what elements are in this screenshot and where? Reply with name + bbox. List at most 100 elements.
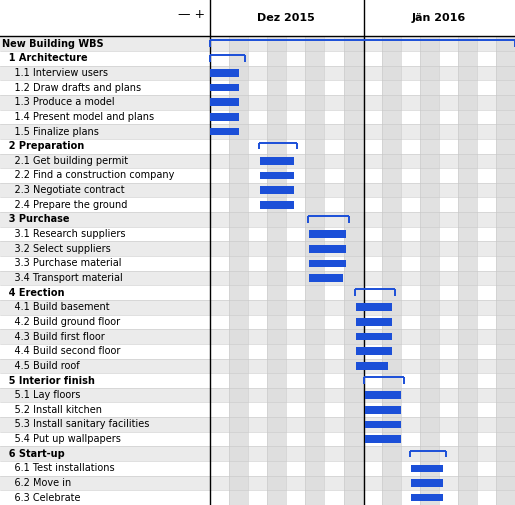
Bar — [365, 421, 401, 428]
Bar — [496, 36, 515, 505]
Text: 3.3 Purchase material: 3.3 Purchase material — [2, 259, 122, 268]
Bar — [0, 197, 515, 212]
Bar — [365, 435, 401, 443]
Bar — [365, 391, 401, 399]
Bar — [210, 98, 239, 106]
Bar — [411, 479, 443, 487]
Text: 5.4 Put up wallpapers: 5.4 Put up wallpapers — [2, 434, 121, 444]
Bar — [365, 406, 401, 414]
Text: 2.3 Negotiate contract: 2.3 Negotiate contract — [2, 185, 125, 195]
Bar — [0, 285, 515, 300]
Bar — [0, 241, 515, 256]
Text: Jän 2016: Jän 2016 — [411, 13, 466, 23]
Bar — [0, 388, 515, 402]
Text: 2.4 Prepare the ground: 2.4 Prepare the ground — [2, 200, 127, 210]
Text: 5 Interior finish: 5 Interior finish — [2, 376, 95, 385]
Bar — [0, 271, 515, 285]
Bar — [411, 494, 443, 501]
Text: 1.1 Interview users: 1.1 Interview users — [2, 68, 108, 78]
Bar — [0, 315, 515, 329]
Text: 3 Purchase: 3 Purchase — [2, 215, 70, 224]
Bar — [0, 139, 515, 154]
Bar — [0, 373, 515, 388]
Bar — [0, 51, 515, 66]
Bar — [0, 402, 515, 417]
Text: 4 Erection: 4 Erection — [2, 288, 64, 297]
Text: 1.5 Finalize plans: 1.5 Finalize plans — [2, 127, 99, 136]
Bar — [267, 36, 286, 505]
Bar — [0, 344, 515, 359]
Text: 6.1 Test installations: 6.1 Test installations — [2, 464, 115, 473]
Bar — [260, 201, 294, 209]
Bar — [0, 329, 515, 344]
Text: 2 Preparation: 2 Preparation — [2, 141, 84, 151]
Bar — [309, 260, 346, 267]
Bar — [458, 36, 477, 505]
Text: — +: — + — [178, 8, 205, 21]
Bar — [210, 128, 239, 135]
Text: 1 Architecture: 1 Architecture — [2, 54, 88, 63]
Bar — [210, 113, 239, 121]
Bar — [309, 230, 346, 238]
Text: 2.2 Find a construction company: 2.2 Find a construction company — [2, 171, 175, 180]
Text: 5.2 Install kitchen: 5.2 Install kitchen — [2, 405, 102, 415]
Bar — [0, 110, 515, 124]
Bar — [210, 84, 239, 91]
Bar — [0, 183, 515, 197]
Bar — [0, 36, 515, 51]
Bar — [0, 66, 515, 80]
Bar — [356, 362, 388, 370]
Bar — [411, 465, 443, 472]
Bar — [260, 172, 294, 179]
Bar — [0, 154, 515, 168]
Text: 2.1 Get building permit: 2.1 Get building permit — [2, 156, 128, 166]
Text: New Building WBS: New Building WBS — [2, 39, 104, 48]
Bar — [0, 168, 515, 183]
Text: 4.2 Build ground floor: 4.2 Build ground floor — [2, 317, 120, 327]
Bar — [382, 36, 401, 505]
Text: 1.2 Draw drafts and plans: 1.2 Draw drafts and plans — [2, 83, 141, 92]
Bar — [260, 157, 294, 165]
Text: 6.3 Celebrate: 6.3 Celebrate — [2, 493, 80, 502]
Bar — [356, 304, 391, 311]
Text: 4.4 Build second floor: 4.4 Build second floor — [2, 346, 121, 356]
Text: 6.2 Move in: 6.2 Move in — [2, 478, 71, 488]
Bar — [420, 36, 439, 505]
Bar — [0, 300, 515, 315]
Bar — [356, 318, 391, 326]
Bar — [0, 461, 515, 476]
Bar — [0, 256, 515, 271]
Bar — [0, 80, 515, 95]
Text: 3.1 Research suppliers: 3.1 Research suppliers — [2, 229, 126, 239]
Bar — [0, 490, 515, 505]
Bar — [229, 36, 248, 505]
Text: 4.5 Build roof: 4.5 Build roof — [2, 361, 80, 371]
Bar — [309, 245, 346, 252]
Bar — [0, 417, 515, 432]
Text: 1.3 Produce a model: 1.3 Produce a model — [2, 97, 115, 107]
Bar — [309, 274, 343, 282]
Bar — [356, 347, 391, 355]
Text: 1.4 Present model and plans: 1.4 Present model and plans — [2, 112, 154, 122]
Bar — [0, 0, 515, 36]
Text: 4.3 Build first floor: 4.3 Build first floor — [2, 332, 105, 341]
Bar — [0, 359, 515, 373]
Bar — [0, 432, 515, 446]
Bar — [0, 212, 515, 227]
Text: 5.1 Lay floors: 5.1 Lay floors — [2, 390, 80, 400]
Bar — [0, 95, 515, 110]
Text: 4.1 Build basement: 4.1 Build basement — [2, 302, 110, 312]
Bar — [0, 124, 515, 139]
Bar — [344, 36, 363, 505]
Bar — [0, 446, 515, 461]
Text: 3.2 Select suppliers: 3.2 Select suppliers — [2, 244, 111, 254]
Bar — [356, 333, 391, 340]
Text: 6 Start-up: 6 Start-up — [2, 449, 65, 459]
Bar — [305, 36, 324, 505]
Text: 3.4 Transport material: 3.4 Transport material — [2, 273, 123, 283]
Bar — [210, 69, 239, 77]
Text: Dez 2015: Dez 2015 — [258, 13, 315, 23]
Bar — [260, 186, 294, 194]
Bar — [0, 476, 515, 490]
Text: 5.3 Install sanitary facilities: 5.3 Install sanitary facilities — [2, 420, 149, 429]
